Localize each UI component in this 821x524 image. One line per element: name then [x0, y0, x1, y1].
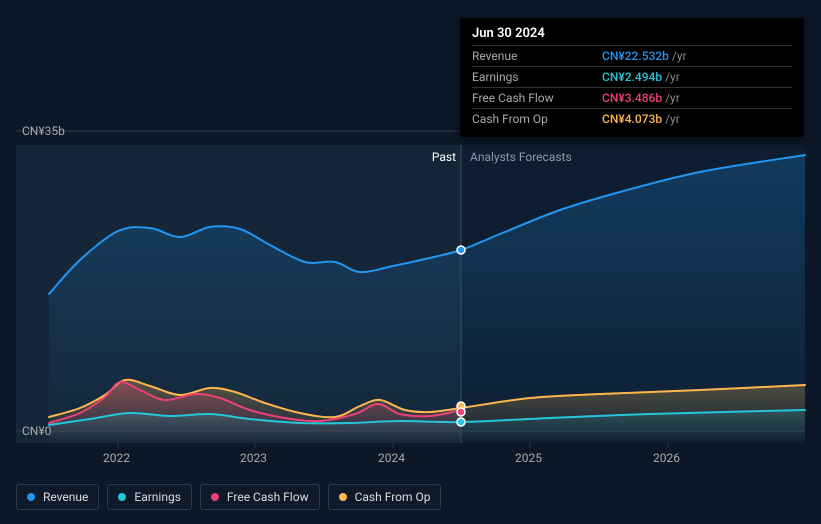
period-past-label: Past	[432, 150, 456, 164]
tooltip-row-label: Free Cash Flow	[472, 91, 602, 105]
tooltip-row-unit: /yr	[665, 91, 680, 105]
period-forecast-label: Analysts Forecasts	[470, 150, 572, 164]
legend-label: Cash From Op	[355, 490, 431, 504]
x-tick-label: 2024	[378, 451, 405, 465]
legend-label: Earnings	[134, 490, 181, 504]
tooltip-row-label: Revenue	[472, 49, 602, 63]
tooltip-row-label: Cash From Op	[472, 112, 602, 126]
tooltip-row-value: CN¥2.494b	[602, 70, 662, 84]
legend-dot	[211, 493, 219, 501]
x-tick-label: 2023	[240, 451, 267, 465]
x-tick-label: 2025	[515, 451, 542, 465]
chart-tooltip: Jun 30 2024 RevenueCN¥22.532b/yrEarnings…	[460, 18, 804, 137]
tooltip-row-value: CN¥3.486b	[602, 91, 662, 105]
y-axis-max-label: CN¥35b	[22, 124, 65, 138]
tooltip-row-value: CN¥4.073b	[602, 112, 662, 126]
legend-item-revenue[interactable]: Revenue	[16, 484, 99, 510]
tooltip-row-value: CN¥22.532b	[602, 49, 669, 63]
financial-forecast-chart: CN¥35b CN¥0 Past Analysts Forecasts 2022…	[0, 0, 821, 524]
legend-item-cash-from-op[interactable]: Cash From Op	[328, 484, 442, 510]
tooltip-row-label: Earnings	[472, 70, 602, 84]
legend-dot	[118, 493, 126, 501]
x-tick-label: 2026	[653, 451, 680, 465]
tooltip-row: EarningsCN¥2.494b/yr	[472, 66, 792, 87]
tooltip-row: RevenueCN¥22.532b/yr	[472, 45, 792, 66]
tooltip-row-unit: /yr	[665, 70, 680, 84]
tooltip-row: Cash From OpCN¥4.073b/yr	[472, 108, 792, 129]
tooltip-row-unit: /yr	[672, 49, 687, 63]
chart-legend: Revenue Earnings Free Cash Flow Cash From O…	[16, 484, 441, 510]
legend-dot	[27, 493, 35, 501]
tooltip-row-unit: /yr	[665, 112, 680, 126]
y-axis-zero-label: CN¥0	[22, 424, 51, 438]
legend-label: Free Cash Flow	[227, 490, 309, 504]
legend-item-free-cash-flow[interactable]: Free Cash Flow	[200, 484, 320, 510]
x-tick-label: 2022	[103, 451, 130, 465]
tooltip-row: Free Cash FlowCN¥3.486b/yr	[472, 87, 792, 108]
tooltip-title: Jun 30 2024	[472, 26, 792, 41]
legend-label: Revenue	[43, 490, 88, 504]
legend-dot	[339, 493, 347, 501]
legend-item-earnings[interactable]: Earnings	[107, 484, 192, 510]
